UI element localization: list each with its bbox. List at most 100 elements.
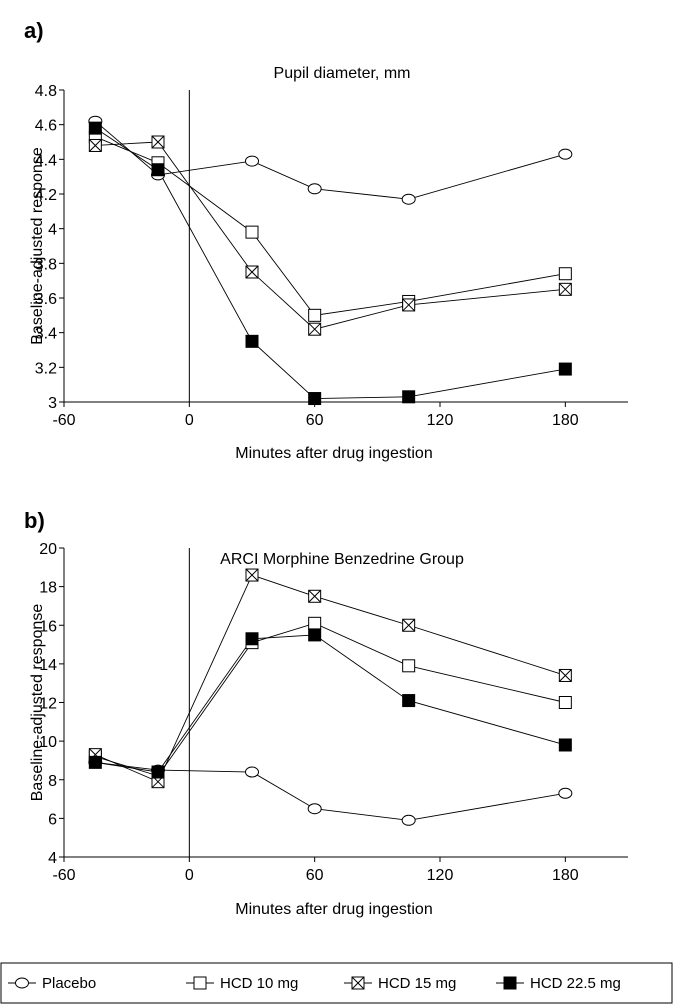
data-point	[401, 193, 416, 205]
y-tick-label: 16	[39, 618, 57, 635]
legend-label: HCD 22.5 mg	[530, 975, 621, 992]
legend: Placebo HCD 10 mg HCD 15 mg HCD 22.5 mg	[0, 962, 673, 1004]
y-tick-label: 3	[48, 395, 57, 412]
data-point-cross-b	[88, 139, 102, 152]
series-line-3	[95, 634, 566, 773]
data-point-box	[558, 696, 572, 709]
data-point-cross-b	[402, 618, 416, 632]
series-line-3	[95, 127, 566, 399]
x-tick-label: 0	[185, 867, 194, 884]
series-markers-1	[88, 130, 572, 322]
data-point	[402, 298, 416, 312]
y-tick-label: 8	[48, 773, 57, 790]
data-point	[558, 148, 573, 160]
y-tick-label: 4.8	[35, 83, 57, 100]
data-point-cross-b	[558, 282, 572, 296]
data-point-cross-b	[308, 322, 322, 336]
y-tick-label: 10	[39, 734, 57, 751]
data-point	[308, 392, 322, 406]
series-line-2	[95, 141, 566, 330]
data-point	[308, 589, 322, 603]
data-point-box	[308, 392, 322, 406]
legend-marker	[193, 976, 207, 990]
legend-label: HCD 10 mg	[220, 975, 298, 992]
data-point-cross-b	[151, 135, 165, 149]
data-point-box	[558, 362, 572, 376]
data-point	[151, 135, 165, 149]
x-tick-label: -60	[52, 867, 75, 884]
data-point-cross-b	[402, 298, 416, 312]
legend-marker-cross-b	[351, 976, 365, 990]
data-point	[245, 155, 259, 167]
data-point	[558, 668, 572, 682]
data-point	[245, 766, 259, 778]
y-axis-label: Baseline-adjusted response	[29, 604, 46, 802]
data-point	[401, 814, 416, 826]
data-point	[308, 616, 322, 630]
data-point-box	[151, 765, 165, 779]
x-axis-label: Minutes after drug ingestion	[235, 901, 432, 918]
data-point-box	[308, 616, 322, 630]
y-tick-label: 3.8	[35, 256, 57, 273]
data-point-box	[308, 308, 322, 322]
series-markers-3	[88, 121, 572, 406]
legend-marker-box	[193, 976, 207, 990]
series-line-0	[95, 761, 566, 821]
data-point	[308, 322, 322, 336]
data-point	[558, 787, 573, 799]
legend-marker-box	[503, 976, 517, 990]
data-point	[151, 765, 165, 779]
data-point-cross-b	[558, 669, 572, 682]
series-markers-3	[88, 628, 572, 779]
data-point	[402, 694, 416, 708]
data-point-box	[245, 334, 259, 348]
data-point	[402, 659, 416, 673]
data-point	[88, 138, 102, 152]
chart-panel-a: a) Pupil diameter, mm 3 3.2 3.4 3.6 3.8 4 4.2 4.4…	[24, 18, 628, 462]
data-point-cross-b	[245, 265, 259, 279]
y-axis-label: Baseline-adjusted response	[29, 147, 46, 345]
legend-item: HCD 10 mg	[186, 975, 298, 992]
x-tick-label: 60	[306, 412, 324, 429]
panel-label: b)	[24, 508, 45, 533]
data-point	[558, 738, 572, 752]
y-tick-label: 3.6	[35, 291, 57, 308]
series-markers-1	[88, 616, 572, 783]
legend-marker	[351, 976, 365, 990]
data-point	[307, 183, 322, 195]
data-point-box	[88, 755, 102, 769]
y-tick-label: 4.6	[35, 118, 57, 135]
y-tick-label: 3.4	[35, 326, 57, 343]
legend-marker	[503, 976, 517, 990]
legend-box	[0, 962, 673, 1004]
data-point-box	[245, 632, 259, 646]
y-tick-label: 4	[48, 850, 57, 867]
chart-title: Pupil diameter, mm	[274, 65, 411, 82]
series-line-0	[95, 120, 566, 200]
legend-item: HCD 15 mg	[344, 975, 456, 992]
legend-item: Placebo	[8, 975, 96, 992]
data-point	[245, 568, 259, 582]
x-tick-label: 180	[552, 867, 579, 884]
x-tick-label: 120	[427, 867, 454, 884]
data-point-box	[88, 121, 102, 135]
series-line-1	[95, 136, 566, 316]
y-tick-label: 4.4	[35, 152, 57, 169]
y-tick-label: 4.2	[35, 187, 57, 204]
data-point	[558, 362, 572, 376]
series-markers-2	[88, 135, 572, 336]
data-point	[151, 163, 165, 177]
data-point	[558, 282, 572, 296]
x-tick-label: 0	[185, 412, 194, 429]
x-tick-label: -60	[52, 412, 75, 429]
y-tick-label: 12	[39, 696, 57, 713]
data-point	[307, 803, 322, 815]
data-point-box	[558, 267, 572, 281]
data-point	[245, 334, 259, 348]
data-point-box	[245, 225, 259, 239]
chart-panel-b: b) ARCI Morphine Benzedrine Group 4 6 8 10 12 1…	[24, 508, 628, 918]
data-point	[558, 696, 572, 709]
data-point-box	[402, 694, 416, 708]
data-point-box	[402, 659, 416, 673]
